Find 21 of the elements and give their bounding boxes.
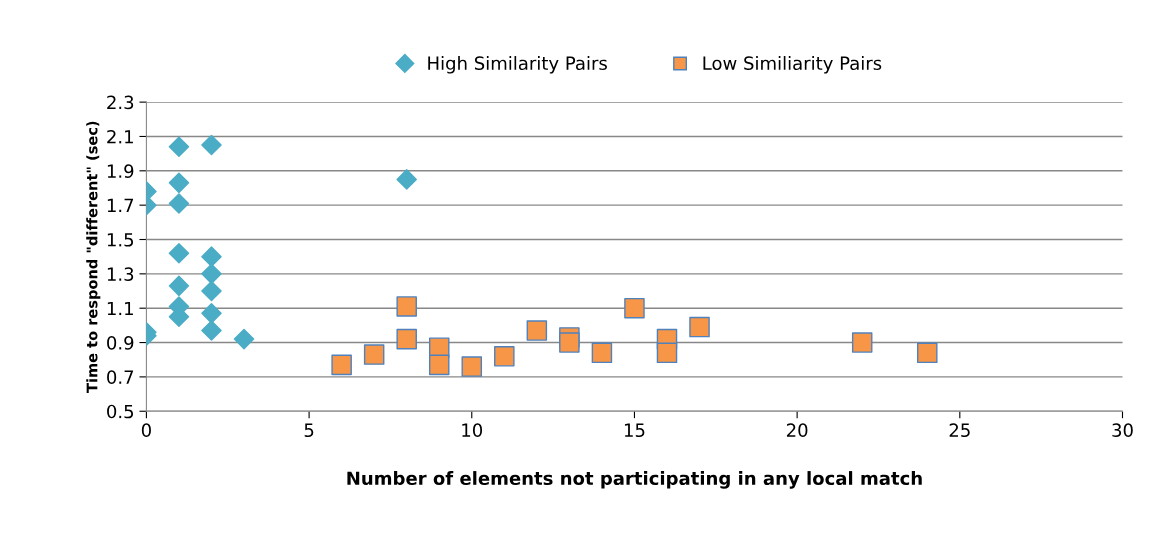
x-tick-label: 25 (949, 423, 970, 438)
y-tick-label: 2.1 (107, 129, 133, 144)
y-tick-label: 0.5 (107, 404, 134, 419)
x-tick-label: 10 (462, 423, 483, 438)
y-axis-title: Time to respond "different" (sec) (86, 121, 101, 393)
legend-label: Low Similiarity Pairs (703, 56, 882, 74)
y-tick-label: 1.9 (107, 164, 134, 178)
x-tick-label: 15 (624, 423, 645, 438)
y-tick-label: 0.7 (107, 370, 134, 385)
y-tick-label: 1.7 (107, 198, 134, 213)
y-tick-label: 1.3 (107, 267, 134, 281)
y-tick-label: 1.1 (107, 301, 133, 316)
y-tick-label: 0.9 (107, 336, 134, 350)
x-tick-label: 20 (786, 423, 808, 438)
y-tick-label: 1.5 (107, 233, 134, 247)
x-axis-title: Number of elements not participating in any local match (347, 471, 922, 489)
legend-label: High Similarity Pairs (428, 56, 607, 74)
x-tick-label: 0 (141, 423, 151, 438)
x-tick-label: 5 (304, 423, 314, 438)
y-tick-label: 2.3 (107, 95, 134, 110)
x-tick-label: 30 (1112, 423, 1133, 438)
